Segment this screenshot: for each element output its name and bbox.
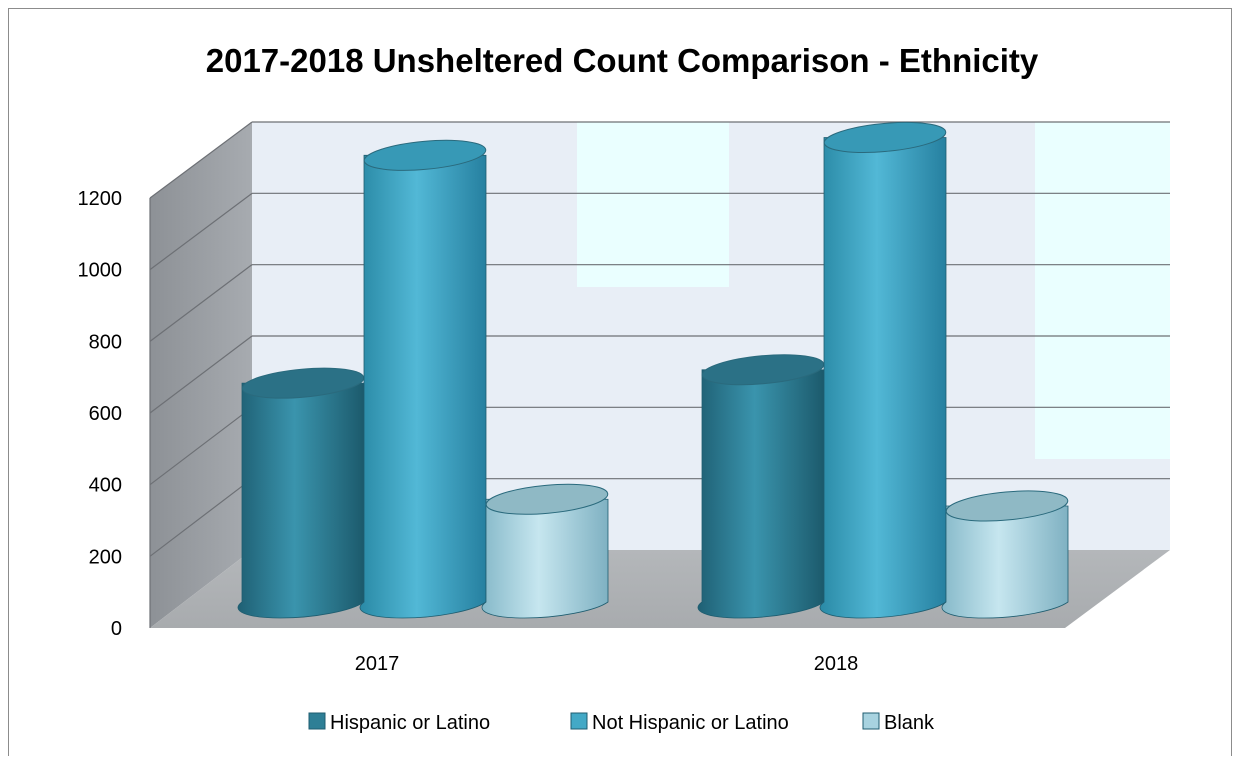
- bars: [237, 121, 1069, 619]
- legend-label: Not Hispanic or Latino: [592, 712, 789, 734]
- chart-frame: [8, 8, 1232, 756]
- legend-swatch: [570, 712, 588, 730]
- bar: [481, 483, 609, 619]
- gridline-side: [149, 264, 253, 342]
- chart-title: 2017-2018 Unsheltered Count Comparison -…: [206, 42, 1039, 79]
- bar-top: [945, 490, 1069, 522]
- bar: [359, 139, 487, 619]
- y-tick-label: 600: [89, 403, 122, 425]
- bar: [697, 354, 825, 619]
- bar-top: [823, 121, 947, 153]
- y-tick-label: 800: [89, 331, 122, 353]
- x-tick-label: 2018: [814, 653, 859, 675]
- legend-label: Hispanic or Latino: [330, 712, 490, 734]
- back-wall-highlight-1: [577, 122, 729, 287]
- bar-top: [363, 139, 487, 171]
- bar-body: [941, 505, 1069, 619]
- legend-item: Hispanic or Latino: [308, 712, 490, 734]
- bar-body: [359, 154, 487, 619]
- bar: [819, 121, 947, 619]
- bar: [941, 490, 1069, 619]
- y-tick-label: 1200: [78, 188, 123, 210]
- bar-body: [819, 137, 947, 619]
- back-wall-highlight-2: [1035, 122, 1170, 459]
- bar: [237, 367, 365, 619]
- bar-top: [485, 483, 609, 515]
- gridline-side: [149, 192, 253, 271]
- legend-swatch: [308, 712, 326, 730]
- x-axis-ticks: 2017 2018: [355, 653, 859, 675]
- gridline-side: [149, 335, 253, 414]
- legend-swatch: [862, 712, 880, 730]
- bar-body: [481, 498, 609, 619]
- x-tick-label: 2017: [355, 653, 400, 675]
- legend-label: Blank: [884, 712, 935, 734]
- gridline-side: [149, 478, 253, 557]
- gridline-side: [149, 121, 253, 199]
- y-tick-label: 400: [89, 475, 122, 497]
- y-tick-label: 0: [111, 618, 122, 640]
- y-tick-label: 1000: [78, 260, 123, 282]
- y-tick-label: 200: [89, 546, 122, 568]
- bar-body: [697, 369, 825, 619]
- legend-item: Blank: [862, 712, 935, 734]
- bar-body: [237, 382, 365, 619]
- y-axis-ticks: 0 200 400 600 800 1000 1200: [78, 188, 123, 640]
- legend-item: Not Hispanic or Latino: [570, 712, 789, 734]
- legend: Hispanic or Latino Not Hispanic or Latino…: [308, 712, 935, 734]
- gridline-side: [149, 406, 253, 486]
